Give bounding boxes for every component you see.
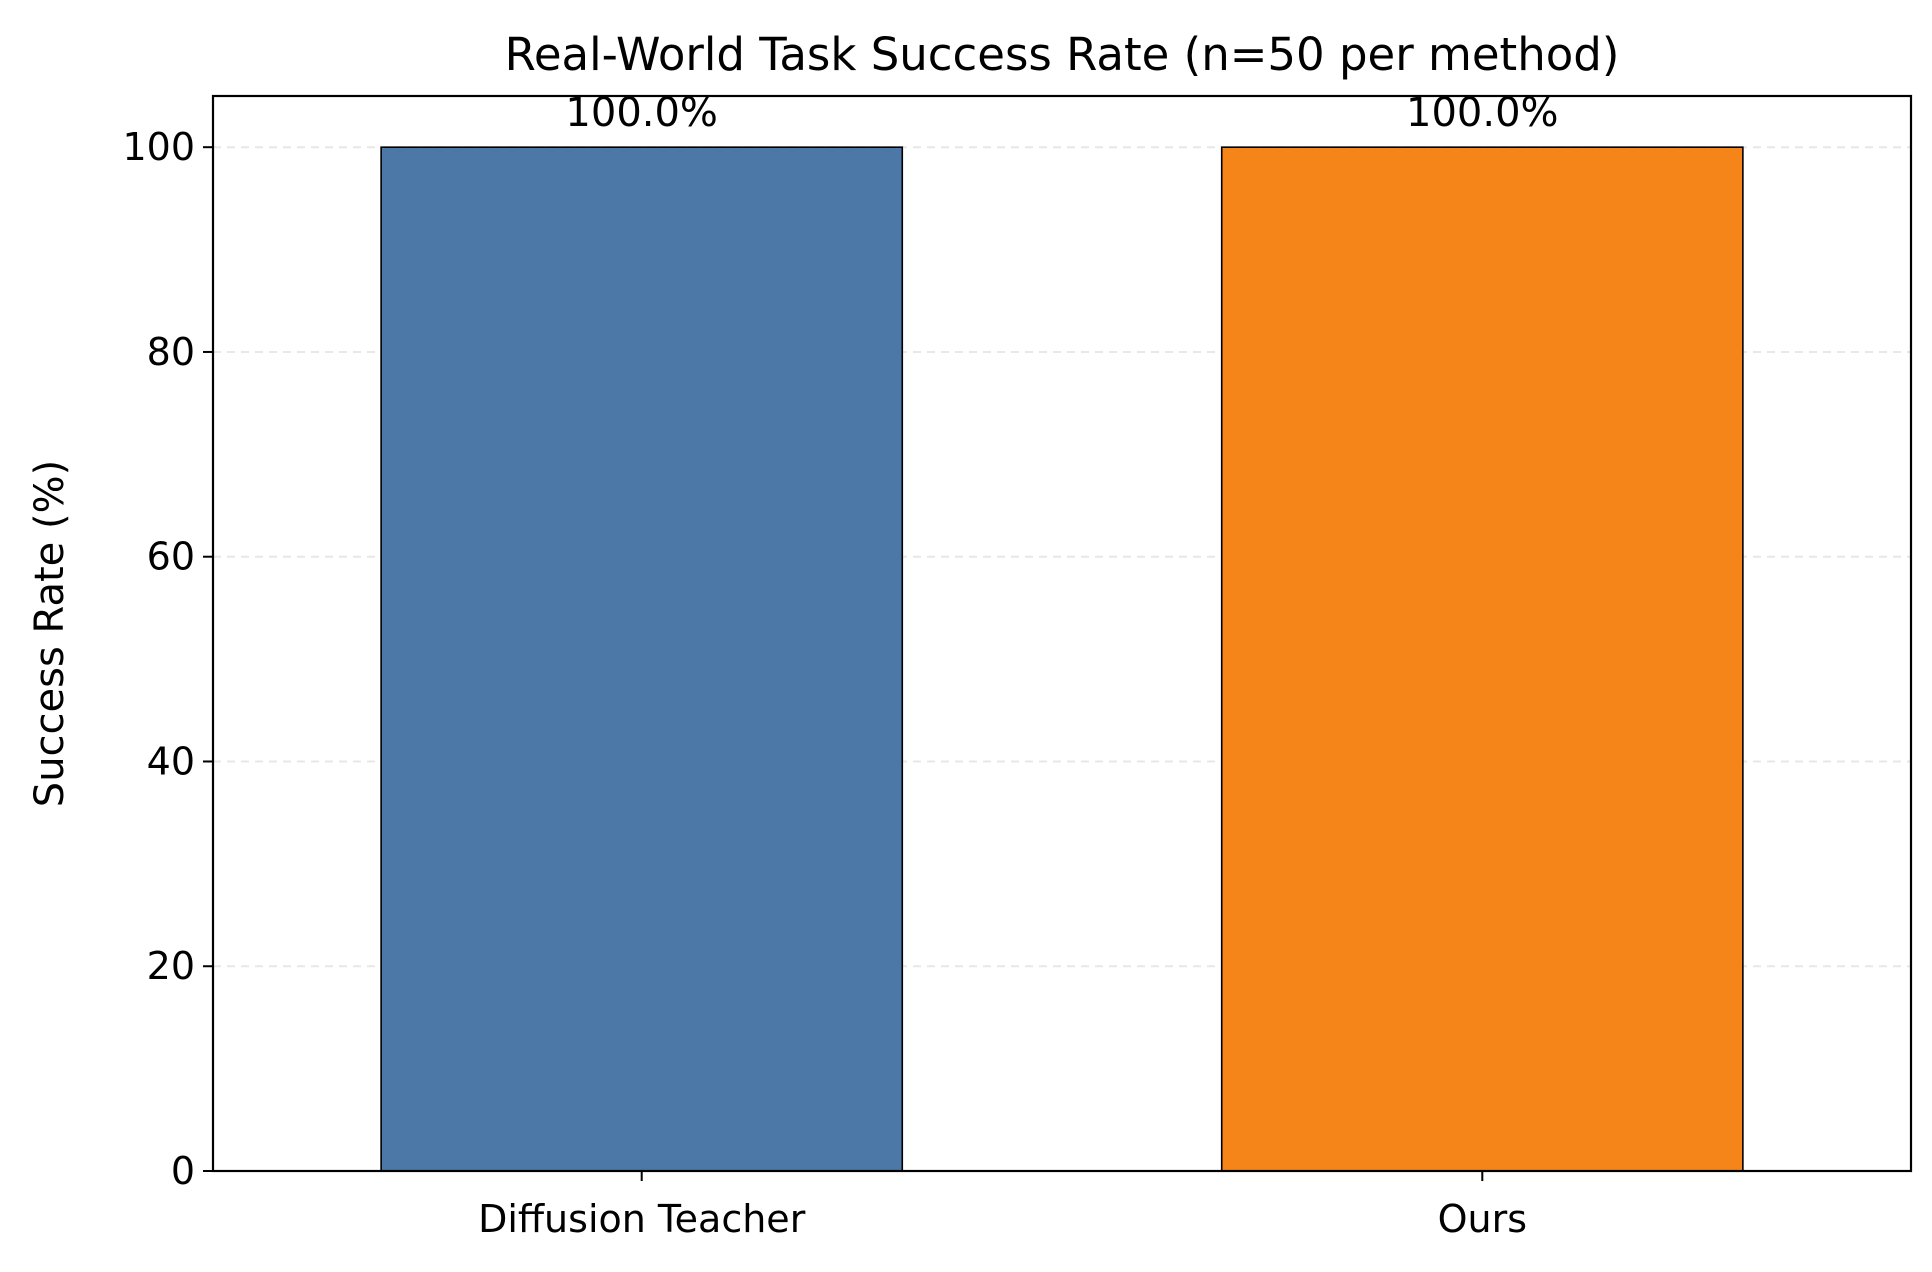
x-tick-label: Ours (1438, 1197, 1527, 1241)
data-labels: 100.0% 100.0% (565, 90, 1558, 136)
x-tick-label: Diffusion Teacher (478, 1197, 806, 1241)
bar-diffusion-teacher (380, 146, 904, 1172)
y-tick-label: 0 (171, 1149, 195, 1193)
bar-value-label: 100.0% (1406, 90, 1559, 136)
y-tick-label: 60 (147, 535, 195, 579)
ticks: 0 20 40 60 80 100 Diffusion Teacher Ours (122, 125, 1527, 1241)
y-tick-label: 80 (147, 330, 195, 374)
bar-ours (1220, 146, 1744, 1172)
y-tick-label: 20 (147, 944, 195, 988)
bars (380, 146, 1744, 1172)
y-tick-label: 40 (147, 739, 195, 783)
plot-frame (211, 94, 1913, 1173)
bar-value-label: 100.0% (565, 90, 718, 136)
chart-title: Real-World Task Success Rate (n=50 per m… (505, 28, 1620, 81)
y-tick-label: 100 (122, 125, 195, 169)
y-axis-label: Success Rate (%) (27, 460, 73, 807)
